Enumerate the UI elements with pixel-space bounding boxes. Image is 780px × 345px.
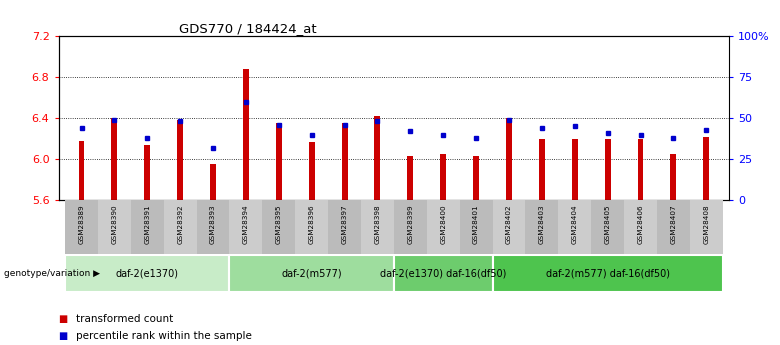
Bar: [79, 141, 84, 200]
Bar: [112, 118, 117, 200]
FancyBboxPatch shape: [459, 200, 492, 254]
FancyBboxPatch shape: [427, 200, 459, 254]
Text: GDS770 / 184424_at: GDS770 / 184424_at: [179, 22, 317, 35]
Text: GSM28398: GSM28398: [374, 204, 381, 244]
Bar: [671, 154, 676, 200]
FancyBboxPatch shape: [690, 200, 723, 254]
Text: GSM28394: GSM28394: [243, 204, 249, 244]
Bar: [210, 164, 216, 200]
Text: daf-2(m577): daf-2(m577): [282, 268, 342, 278]
Bar: [572, 139, 578, 200]
Text: GSM28401: GSM28401: [473, 204, 479, 244]
FancyBboxPatch shape: [624, 200, 657, 254]
Text: GSM28400: GSM28400: [440, 204, 446, 244]
Bar: [704, 137, 709, 200]
Text: GSM28408: GSM28408: [704, 204, 709, 244]
FancyBboxPatch shape: [229, 255, 394, 292]
Bar: [539, 139, 544, 200]
Text: percentile rank within the sample: percentile rank within the sample: [76, 332, 251, 341]
Bar: [309, 142, 314, 200]
Text: GSM28391: GSM28391: [144, 204, 151, 244]
Text: GSM28392: GSM28392: [177, 204, 183, 244]
Bar: [243, 69, 249, 200]
Text: GSM28390: GSM28390: [112, 204, 118, 244]
FancyBboxPatch shape: [526, 200, 558, 254]
FancyBboxPatch shape: [98, 200, 131, 254]
Text: ■: ■: [58, 314, 68, 324]
Text: GSM28393: GSM28393: [210, 204, 216, 244]
Text: GSM28404: GSM28404: [572, 204, 578, 244]
Text: GSM28405: GSM28405: [604, 204, 611, 244]
Text: GSM28402: GSM28402: [506, 204, 512, 244]
FancyBboxPatch shape: [657, 200, 690, 254]
Bar: [604, 139, 611, 200]
Text: GSM28403: GSM28403: [539, 204, 545, 244]
Bar: [342, 123, 348, 200]
FancyBboxPatch shape: [492, 200, 526, 254]
Bar: [177, 120, 183, 200]
FancyBboxPatch shape: [492, 255, 723, 292]
Bar: [637, 139, 644, 200]
Text: GSM28407: GSM28407: [670, 204, 676, 244]
Text: GSM28389: GSM28389: [79, 204, 84, 244]
Text: GSM28399: GSM28399: [407, 204, 413, 244]
FancyBboxPatch shape: [558, 200, 591, 254]
Text: transformed count: transformed count: [76, 314, 173, 324]
FancyBboxPatch shape: [164, 200, 197, 254]
FancyBboxPatch shape: [131, 200, 164, 254]
Text: daf-2(e1370): daf-2(e1370): [115, 268, 179, 278]
Text: GSM28395: GSM28395: [276, 204, 282, 244]
Text: ■: ■: [58, 332, 68, 341]
FancyBboxPatch shape: [229, 200, 262, 254]
Bar: [440, 154, 446, 200]
FancyBboxPatch shape: [361, 200, 394, 254]
FancyBboxPatch shape: [197, 200, 229, 254]
FancyBboxPatch shape: [65, 200, 98, 254]
Text: daf-2(m577) daf-16(df50): daf-2(m577) daf-16(df50): [546, 268, 670, 278]
FancyBboxPatch shape: [65, 255, 229, 292]
FancyBboxPatch shape: [394, 255, 492, 292]
Text: GSM28396: GSM28396: [309, 204, 314, 244]
Text: GSM28406: GSM28406: [637, 204, 644, 244]
FancyBboxPatch shape: [296, 200, 328, 254]
Bar: [144, 145, 151, 200]
Text: daf-2(e1370) daf-16(df50): daf-2(e1370) daf-16(df50): [380, 268, 506, 278]
FancyBboxPatch shape: [394, 200, 427, 254]
Text: genotype/variation ▶: genotype/variation ▶: [4, 269, 100, 278]
Bar: [276, 123, 282, 200]
Bar: [374, 116, 381, 200]
Bar: [473, 156, 479, 200]
FancyBboxPatch shape: [328, 200, 361, 254]
FancyBboxPatch shape: [591, 200, 624, 254]
FancyBboxPatch shape: [262, 200, 296, 254]
Bar: [506, 118, 512, 200]
Bar: [407, 156, 413, 200]
Text: GSM28397: GSM28397: [342, 204, 348, 244]
